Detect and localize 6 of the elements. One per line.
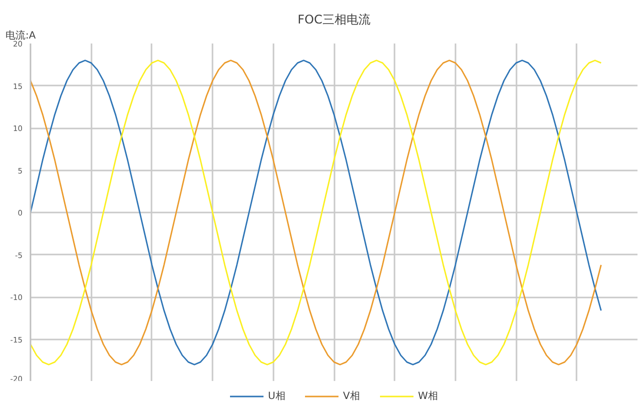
y-axis-title: 电流:A [6, 30, 36, 42]
legend-label: U相 [268, 390, 286, 403]
legend-label: W相 [418, 390, 438, 403]
line-series [30, 60, 602, 366]
chart-title: FOC三相电流 [298, 12, 370, 26]
legend-label: V相 [343, 390, 361, 403]
